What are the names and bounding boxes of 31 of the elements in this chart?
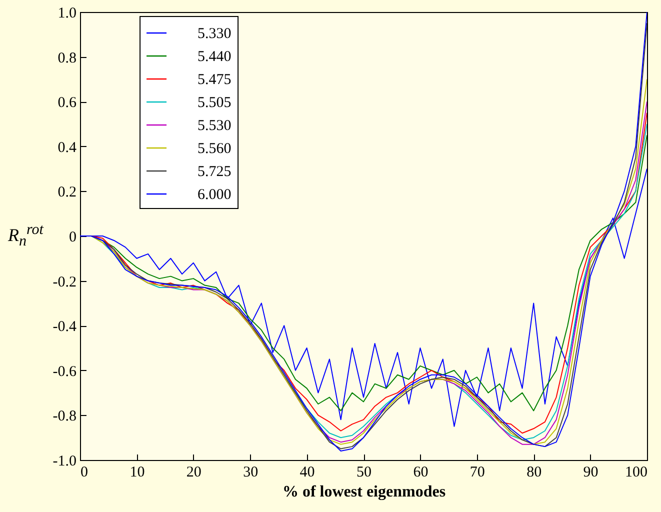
legend-label: 5.725 bbox=[198, 164, 232, 180]
y-tick-label: 0 bbox=[69, 230, 76, 246]
x-tick-label: 10 bbox=[130, 464, 145, 480]
x-tick-label: 0 bbox=[80, 464, 88, 480]
y-tick-label: -0.6 bbox=[52, 364, 77, 380]
x-tick-label: 60 bbox=[413, 464, 428, 480]
legend-label: 5.530 bbox=[198, 118, 232, 134]
x-tick-label: 20 bbox=[186, 464, 202, 480]
x-tick-label: 100 bbox=[625, 464, 648, 480]
legend-label: 5.330 bbox=[198, 26, 232, 42]
legend-label: 5.560 bbox=[198, 141, 232, 157]
y-tick-label: 0.6 bbox=[58, 95, 77, 112]
x-tick-label: 90 bbox=[583, 464, 598, 480]
y-tick-label: -0.2 bbox=[52, 274, 76, 290]
x-axis-title: % of lowest eigenmodes bbox=[282, 484, 446, 500]
legend-label: 5.440 bbox=[198, 49, 232, 65]
legend-label: 5.475 bbox=[198, 72, 232, 88]
legend-label: 6.000 bbox=[198, 187, 232, 203]
y-tick-label: -1.0 bbox=[52, 454, 76, 470]
x-tick-label: 40 bbox=[300, 464, 315, 480]
x-tick-label: 50 bbox=[356, 464, 372, 480]
legend-label: 5.505 bbox=[198, 95, 232, 111]
y-tick-label: -0.4 bbox=[52, 319, 77, 336]
y-tick-label: 0.8 bbox=[58, 50, 76, 66]
x-tick-label: 80 bbox=[526, 464, 542, 480]
y-tick-label: -0.8 bbox=[52, 408, 76, 425]
y-tick-label: 0.2 bbox=[58, 184, 76, 201]
y-tick-label: 0.4 bbox=[58, 140, 77, 156]
y-tick-label: 1.0 bbox=[58, 6, 76, 22]
x-tick-label: 70 bbox=[470, 464, 485, 480]
x-tick-label: 30 bbox=[243, 464, 258, 480]
